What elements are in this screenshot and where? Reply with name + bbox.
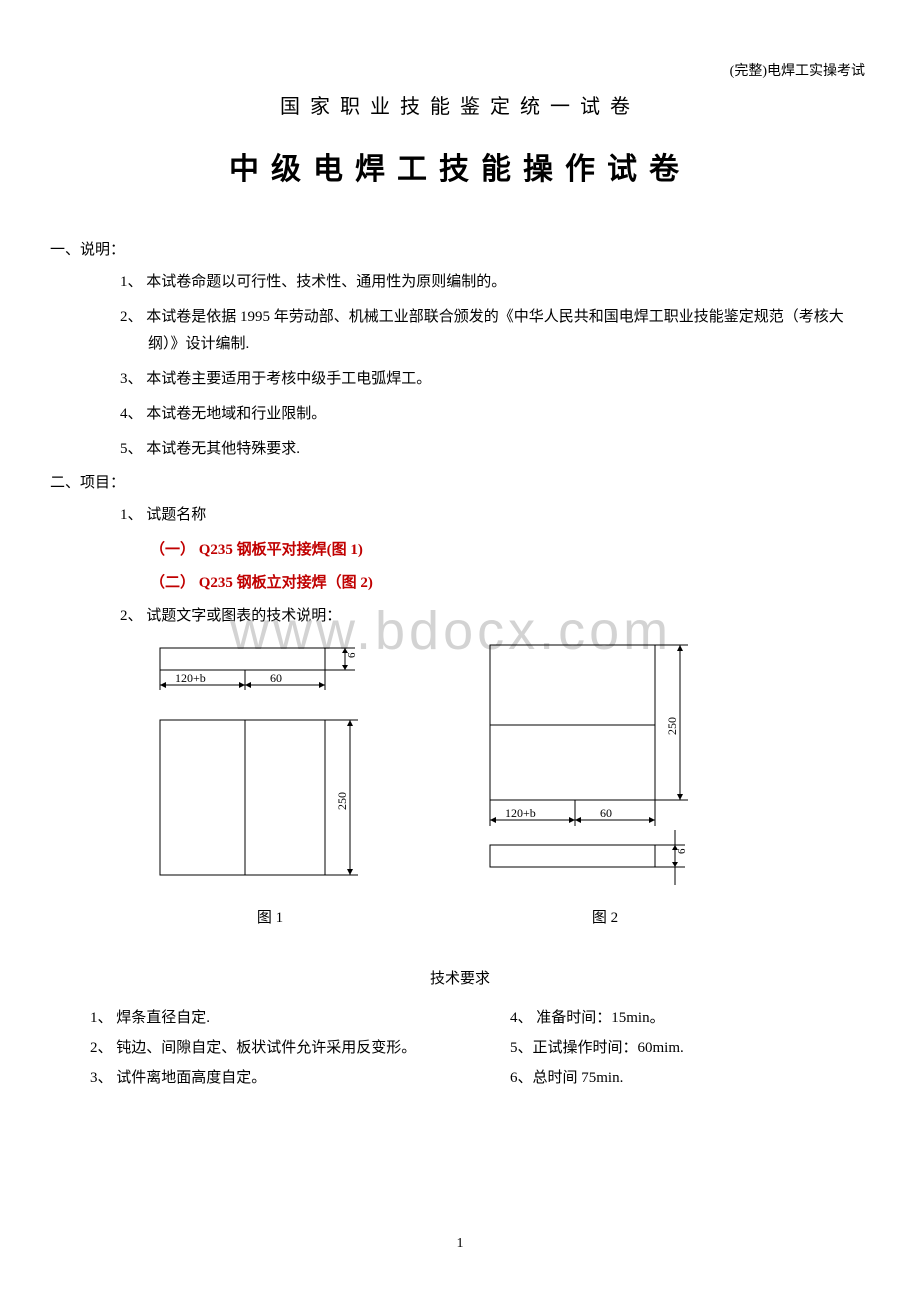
section-b-sub1: （一） Q235 钢板平对接焊(图 1) (150, 537, 870, 564)
figure-1: 6 120+b 60 250 图 1 (150, 640, 390, 927)
dim-60-label: 60 (270, 671, 282, 685)
tech-col-right: 4、 准备时间：15min。 5、正试操作时间：60mim. 6、总时间 75m… (510, 1003, 870, 1093)
dim-60-label: 60 (600, 806, 612, 820)
tech-requirements-title: 技术要求 (50, 967, 870, 988)
section-a-item: 5、 本试卷无其他特殊要求. (120, 436, 870, 463)
tech-item: 6、总时间 75min. (510, 1063, 870, 1093)
tech-item: 4、 准备时间：15min。 (510, 1003, 870, 1033)
section-a-heading: 一、说明： (50, 238, 870, 259)
section-b-heading: 二、项目： (50, 471, 870, 492)
section-b-item1: 1、 试题名称 (120, 502, 870, 529)
dim-6-label: 6 (346, 652, 358, 658)
tech-col-left: 1、 焊条直径自定. 2、 钝边、间隙自定、板状试件允许采用反变形。 3、 试件… (90, 1003, 450, 1093)
page-number: 1 (457, 1236, 464, 1252)
header-right-text: (完整)电焊工实操考试 (730, 60, 865, 80)
dim-250-label: 250 (335, 792, 349, 810)
diagrams-container: 6 120+b 60 250 图 1 (150, 640, 870, 927)
tech-item: 1、 焊条直径自定. (90, 1003, 450, 1033)
tech-item: 3、 试件离地面高度自定。 (90, 1063, 450, 1093)
section-a-item: 3、 本试卷主要适用于考核中级手工电弧焊工。 (120, 366, 870, 393)
tech-requirements-columns: 1、 焊条直径自定. 2、 钝边、间隙自定、板状试件允许采用反变形。 3、 试件… (90, 1003, 870, 1093)
main-title: 中级电焊工技能操作试卷 (50, 144, 870, 188)
tech-item: 2、 钝边、间隙自定、板状试件允许采用反变形。 (90, 1033, 450, 1063)
tech-item: 5、正试操作时间：60mim. (510, 1033, 870, 1063)
figure-2: 250 120+b 60 6 图 2 (480, 640, 730, 927)
pretitle: 国家职业技能鉴定统一试卷 (50, 90, 870, 119)
section-b-sub2: （二） Q235 钢板立对接焊（图 2) (150, 570, 870, 597)
figure-1-caption: 图 1 (257, 906, 283, 927)
dim-250-label: 250 (665, 717, 679, 735)
figure-1-svg: 6 120+b 60 250 (150, 640, 390, 900)
figure-2-svg: 250 120+b 60 6 (480, 640, 730, 900)
section-a-item: 2、 本试卷是依据 1995 年劳动部、机械工业部联合颁发的《中华人民共和国电焊… (120, 304, 870, 358)
dim-6-label: 6 (676, 848, 688, 854)
figure-2-caption: 图 2 (592, 906, 618, 927)
dim-120b-label: 120+b (505, 806, 536, 820)
section-a-item: 4、 本试卷无地域和行业限制。 (120, 401, 870, 428)
dim-120b-label: 120+b (175, 671, 206, 685)
section-a-item: 1、 本试卷命题以可行性、技术性、通用性为原则编制的。 (120, 269, 870, 296)
